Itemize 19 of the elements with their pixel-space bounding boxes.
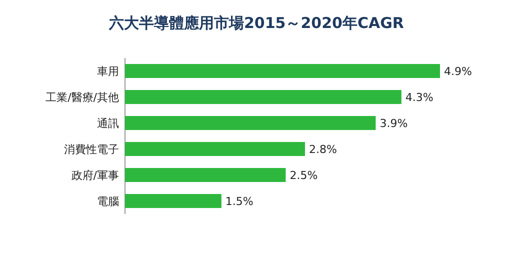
bar	[125, 116, 376, 130]
data-label: 4.9%	[444, 65, 472, 78]
y-tick-label: 消費性電子	[64, 143, 119, 156]
bar	[125, 168, 286, 182]
y-tick-label: 通訊	[97, 117, 119, 130]
bar	[125, 142, 305, 156]
chart-title: 六大半導體應用市場2015～2020年CAGR	[108, 14, 404, 32]
data-label: 2.8%	[309, 143, 337, 156]
data-label: 1.5%	[225, 195, 254, 208]
y-tick-label: 車用	[97, 65, 119, 78]
bar	[125, 194, 222, 208]
bar	[125, 90, 402, 104]
y-tick-label: 政府/軍事	[71, 169, 119, 182]
data-label: 3.9%	[380, 117, 408, 130]
y-tick-label: 工業/醫療/其他	[46, 91, 119, 104]
data-label: 2.5%	[290, 169, 318, 182]
bar	[125, 64, 440, 78]
y-tick-label: 電腦	[97, 195, 119, 208]
data-label: 4.3%	[405, 91, 434, 104]
